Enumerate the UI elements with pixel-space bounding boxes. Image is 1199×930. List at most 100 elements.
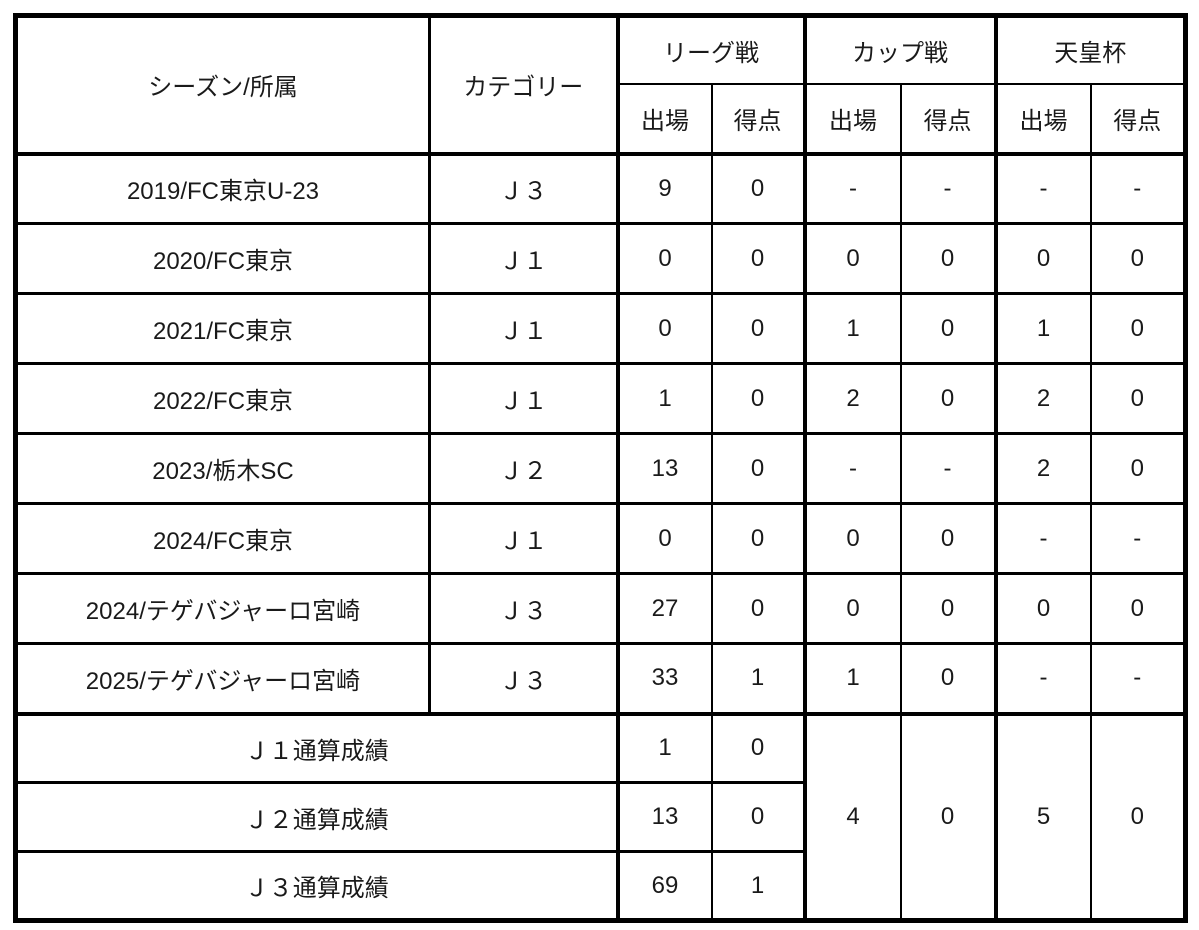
stat-cell: -: [1089, 502, 1187, 575]
category-cell: Ｊ３: [428, 152, 620, 225]
header-category: カテゴリー: [428, 14, 620, 156]
stat-cell: 0: [899, 292, 998, 365]
stat-cell: 27: [616, 572, 713, 645]
table-row: 2020/FC東京 Ｊ１ 0 0 0 0 0 0: [14, 222, 1187, 295]
season-cell: 2019/FC東京U-23: [14, 152, 431, 225]
season-cell: 2024/テゲバジャーロ宮崎: [14, 572, 431, 645]
header-emperors-cup: 天皇杯: [994, 14, 1187, 85]
stat-cell: 0: [616, 502, 713, 575]
stat-cell: -: [899, 152, 998, 225]
stat-cell: 2: [803, 362, 902, 435]
season-cell: 2024/FC東京: [14, 502, 431, 575]
stat-cell: -: [1089, 642, 1187, 715]
stat-cell: 13: [616, 781, 713, 853]
totals-row-j3: Ｊ３通算成績 69 1: [14, 850, 1186, 922]
stat-cell: 0: [1089, 572, 1187, 645]
subheader-emperor-goals: 得点: [1089, 82, 1187, 156]
stat-cell: 1: [710, 850, 807, 922]
stat-cell: 0: [710, 502, 807, 575]
season-cell: 2025/テゲバジャーロ宮崎: [14, 642, 431, 715]
season-cell: 2022/FC東京: [14, 362, 431, 435]
stat-cell: -: [899, 432, 998, 505]
totals-cup-appearances-cell: 4: [802, 711, 902, 922]
header-cup: カップ戦: [803, 14, 998, 85]
subheader-league-goals: 得点: [710, 82, 807, 156]
totals-cup-goals-cell: 0: [899, 711, 998, 922]
stat-cell: 0: [899, 222, 998, 295]
category-cell: Ｊ３: [428, 572, 620, 645]
category-cell: Ｊ１: [428, 222, 620, 295]
stat-cell: 0: [994, 572, 1092, 645]
player-stats-table: シーズン/所属 カテゴリー リーグ戦 カップ戦 天皇杯 出場 得点 出場 得点 …: [13, 13, 1188, 923]
stat-cell: 0: [710, 781, 807, 853]
table-row: 2025/テゲバジャーロ宮崎 Ｊ３ 33 1 1 0 - -: [14, 642, 1187, 715]
totals-label: Ｊ２通算成績: [14, 781, 620, 853]
stat-cell: -: [1089, 152, 1187, 225]
stat-cell: 2: [994, 362, 1092, 435]
totals-emperor-goals-cell: 0: [1089, 711, 1187, 922]
header-league: リーグ戦: [616, 14, 807, 85]
stat-cell: 0: [710, 222, 807, 295]
stat-cell: 0: [803, 502, 902, 575]
stat-cell: 0: [899, 502, 998, 575]
header-row-competitions: シーズン/所属 カテゴリー リーグ戦 カップ戦 天皇杯: [14, 14, 1187, 156]
category-cell: Ｊ１: [428, 502, 620, 575]
season-cell: 2021/FC東京: [14, 292, 431, 365]
stat-cell: -: [994, 502, 1092, 575]
stat-cell: 0: [803, 222, 902, 295]
stat-cell: 0: [994, 222, 1092, 295]
stat-cell: 0: [710, 152, 807, 225]
table-row: 2019/FC東京U-23 Ｊ３ 9 0 - - - -: [14, 152, 1187, 225]
subheader-cup-appearances: 出場: [803, 82, 902, 156]
stat-cell: -: [803, 152, 902, 225]
totals-emperor-appearances-cell: 5: [993, 711, 1092, 922]
stat-cell: 33: [616, 642, 713, 715]
table-row: 2024/テゲバジャーロ宮崎 Ｊ３ 27 0 0 0 0 0: [14, 572, 1187, 645]
stat-cell: 9: [616, 152, 713, 225]
stat-cell: 0: [710, 362, 807, 435]
stat-cell: 1: [803, 292, 902, 365]
totals-row-j2: Ｊ２通算成績 13 0: [14, 781, 1186, 853]
table-row: 2023/栃木SC Ｊ２ 13 0 - - 2 0: [14, 432, 1187, 505]
totals-label: Ｊ１通算成績: [14, 711, 620, 784]
stat-cell: -: [803, 432, 902, 505]
stat-cell: 0: [710, 572, 807, 645]
table-row: 2022/FC東京 Ｊ１ 1 0 2 0 2 0: [14, 362, 1187, 435]
stat-cell: 0: [899, 572, 998, 645]
stat-cell: 1: [616, 362, 713, 435]
stat-cell: 0: [803, 572, 902, 645]
category-cell: Ｊ１: [428, 362, 620, 435]
stat-cell: 0: [899, 362, 998, 435]
stat-cell: 0: [1089, 432, 1187, 505]
stat-cell: 0: [1089, 222, 1187, 295]
header-row-subheaders: 出場 得点 出場 得点 出場 得点: [16, 82, 1187, 156]
stat-cell: 0: [616, 222, 713, 295]
subheader-league-appearances: 出場: [616, 82, 713, 156]
stat-cell: 0: [899, 642, 998, 715]
stat-cell: 1: [994, 292, 1092, 365]
season-cell: 2023/栃木SC: [14, 432, 431, 505]
totals-label: Ｊ３通算成績: [14, 850, 620, 922]
stat-cell: 1: [710, 642, 807, 715]
stat-cell: 0: [710, 711, 807, 784]
subheader-emperor-appearances: 出場: [994, 82, 1092, 156]
category-cell: Ｊ２: [428, 432, 620, 505]
totals-row-j1: Ｊ１通算成績 1 0 4 0 5 0: [14, 711, 1187, 922]
stat-cell: 0: [1089, 362, 1187, 435]
stat-cell: 0: [1089, 292, 1187, 365]
stat-cell: 69: [616, 850, 713, 922]
stat-cell: -: [994, 152, 1092, 225]
stat-cell: 1: [803, 642, 902, 715]
stat-cell: 2: [994, 432, 1092, 505]
stat-cell: 1: [616, 711, 713, 784]
category-cell: Ｊ１: [428, 292, 620, 365]
stat-cell: 0: [710, 292, 807, 365]
header-season: シーズン/所属: [14, 14, 431, 156]
season-cell: 2020/FC東京: [14, 222, 431, 295]
table-row: 2021/FC東京 Ｊ１ 0 0 1 0 1 0: [14, 292, 1187, 365]
subheader-cup-goals: 得点: [899, 82, 998, 156]
stat-cell: 0: [710, 432, 807, 505]
stat-cell: 0: [616, 292, 713, 365]
category-cell: Ｊ３: [428, 642, 620, 715]
stat-cell: 13: [616, 432, 713, 505]
